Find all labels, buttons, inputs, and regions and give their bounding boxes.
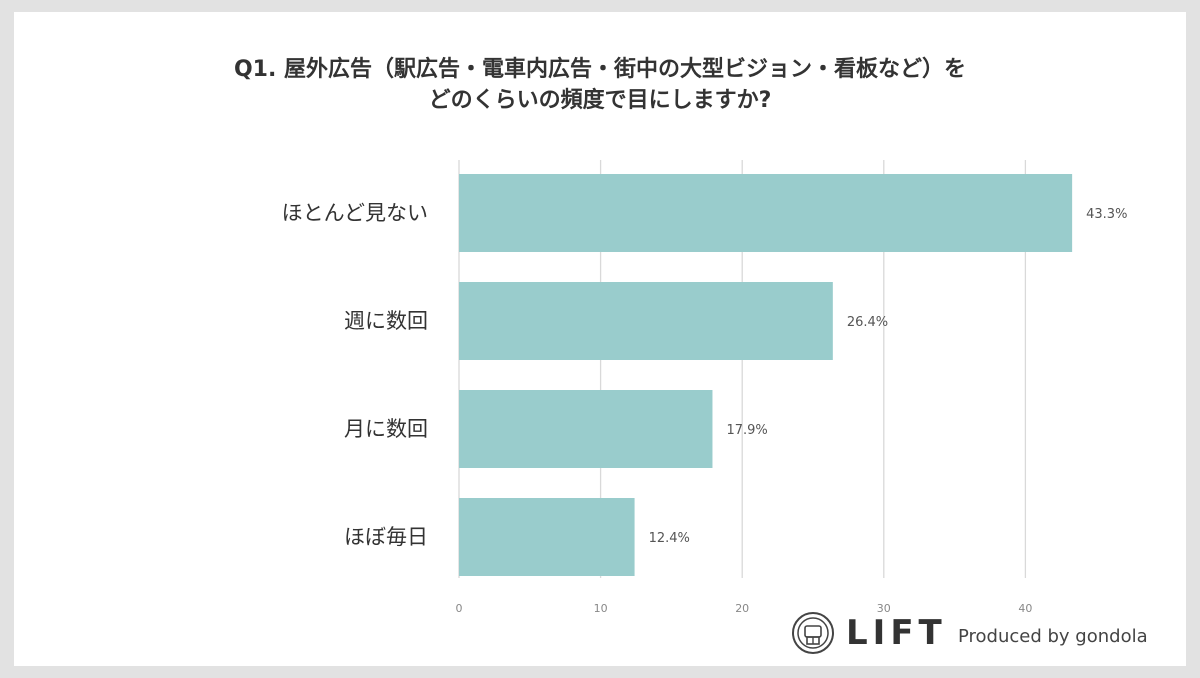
x-tick-label-30: 30 (877, 602, 891, 615)
value-label-1: 26.4% (847, 315, 888, 330)
lift-logo-icon (792, 612, 834, 654)
chart-title-line-2: どのくらいの頻度で目にしますか? (428, 88, 772, 113)
lift-logo-text: LIFT (846, 613, 947, 653)
produced-by-text: Produced by gondola (958, 626, 1148, 647)
x-tick-label-10: 10 (594, 602, 608, 615)
bar-3 (459, 498, 635, 576)
category-label-2: 月に数回 (344, 417, 428, 441)
category-label-1: 週に数回 (344, 309, 428, 333)
value-label-0: 43.3% (1086, 207, 1127, 222)
category-label-0: ほとんど見ない (282, 201, 428, 225)
x-tick-label-40: 40 (1018, 602, 1032, 615)
chart-title-line-1: Q1. 屋外広告（駅広告・電車内広告・街中の大型ビジョン・看板など）を (233, 57, 967, 82)
lift-logo: LIFT Produced by gondola (790, 610, 1190, 660)
x-tick-label-20: 20 (735, 602, 749, 615)
chart-title: Q1. 屋外広告（駅広告・電車内広告・街中の大型ビジョン・看板など）を どのくら… (0, 54, 1200, 116)
bar-2 (459, 390, 713, 468)
bar-1 (459, 282, 833, 360)
value-label-3: 12.4% (649, 531, 690, 546)
bar-0 (459, 174, 1073, 252)
x-tick-label-0: 0 (456, 602, 463, 615)
category-label-3: ほぼ毎日 (344, 525, 428, 549)
value-label-2: 17.9% (726, 423, 767, 438)
